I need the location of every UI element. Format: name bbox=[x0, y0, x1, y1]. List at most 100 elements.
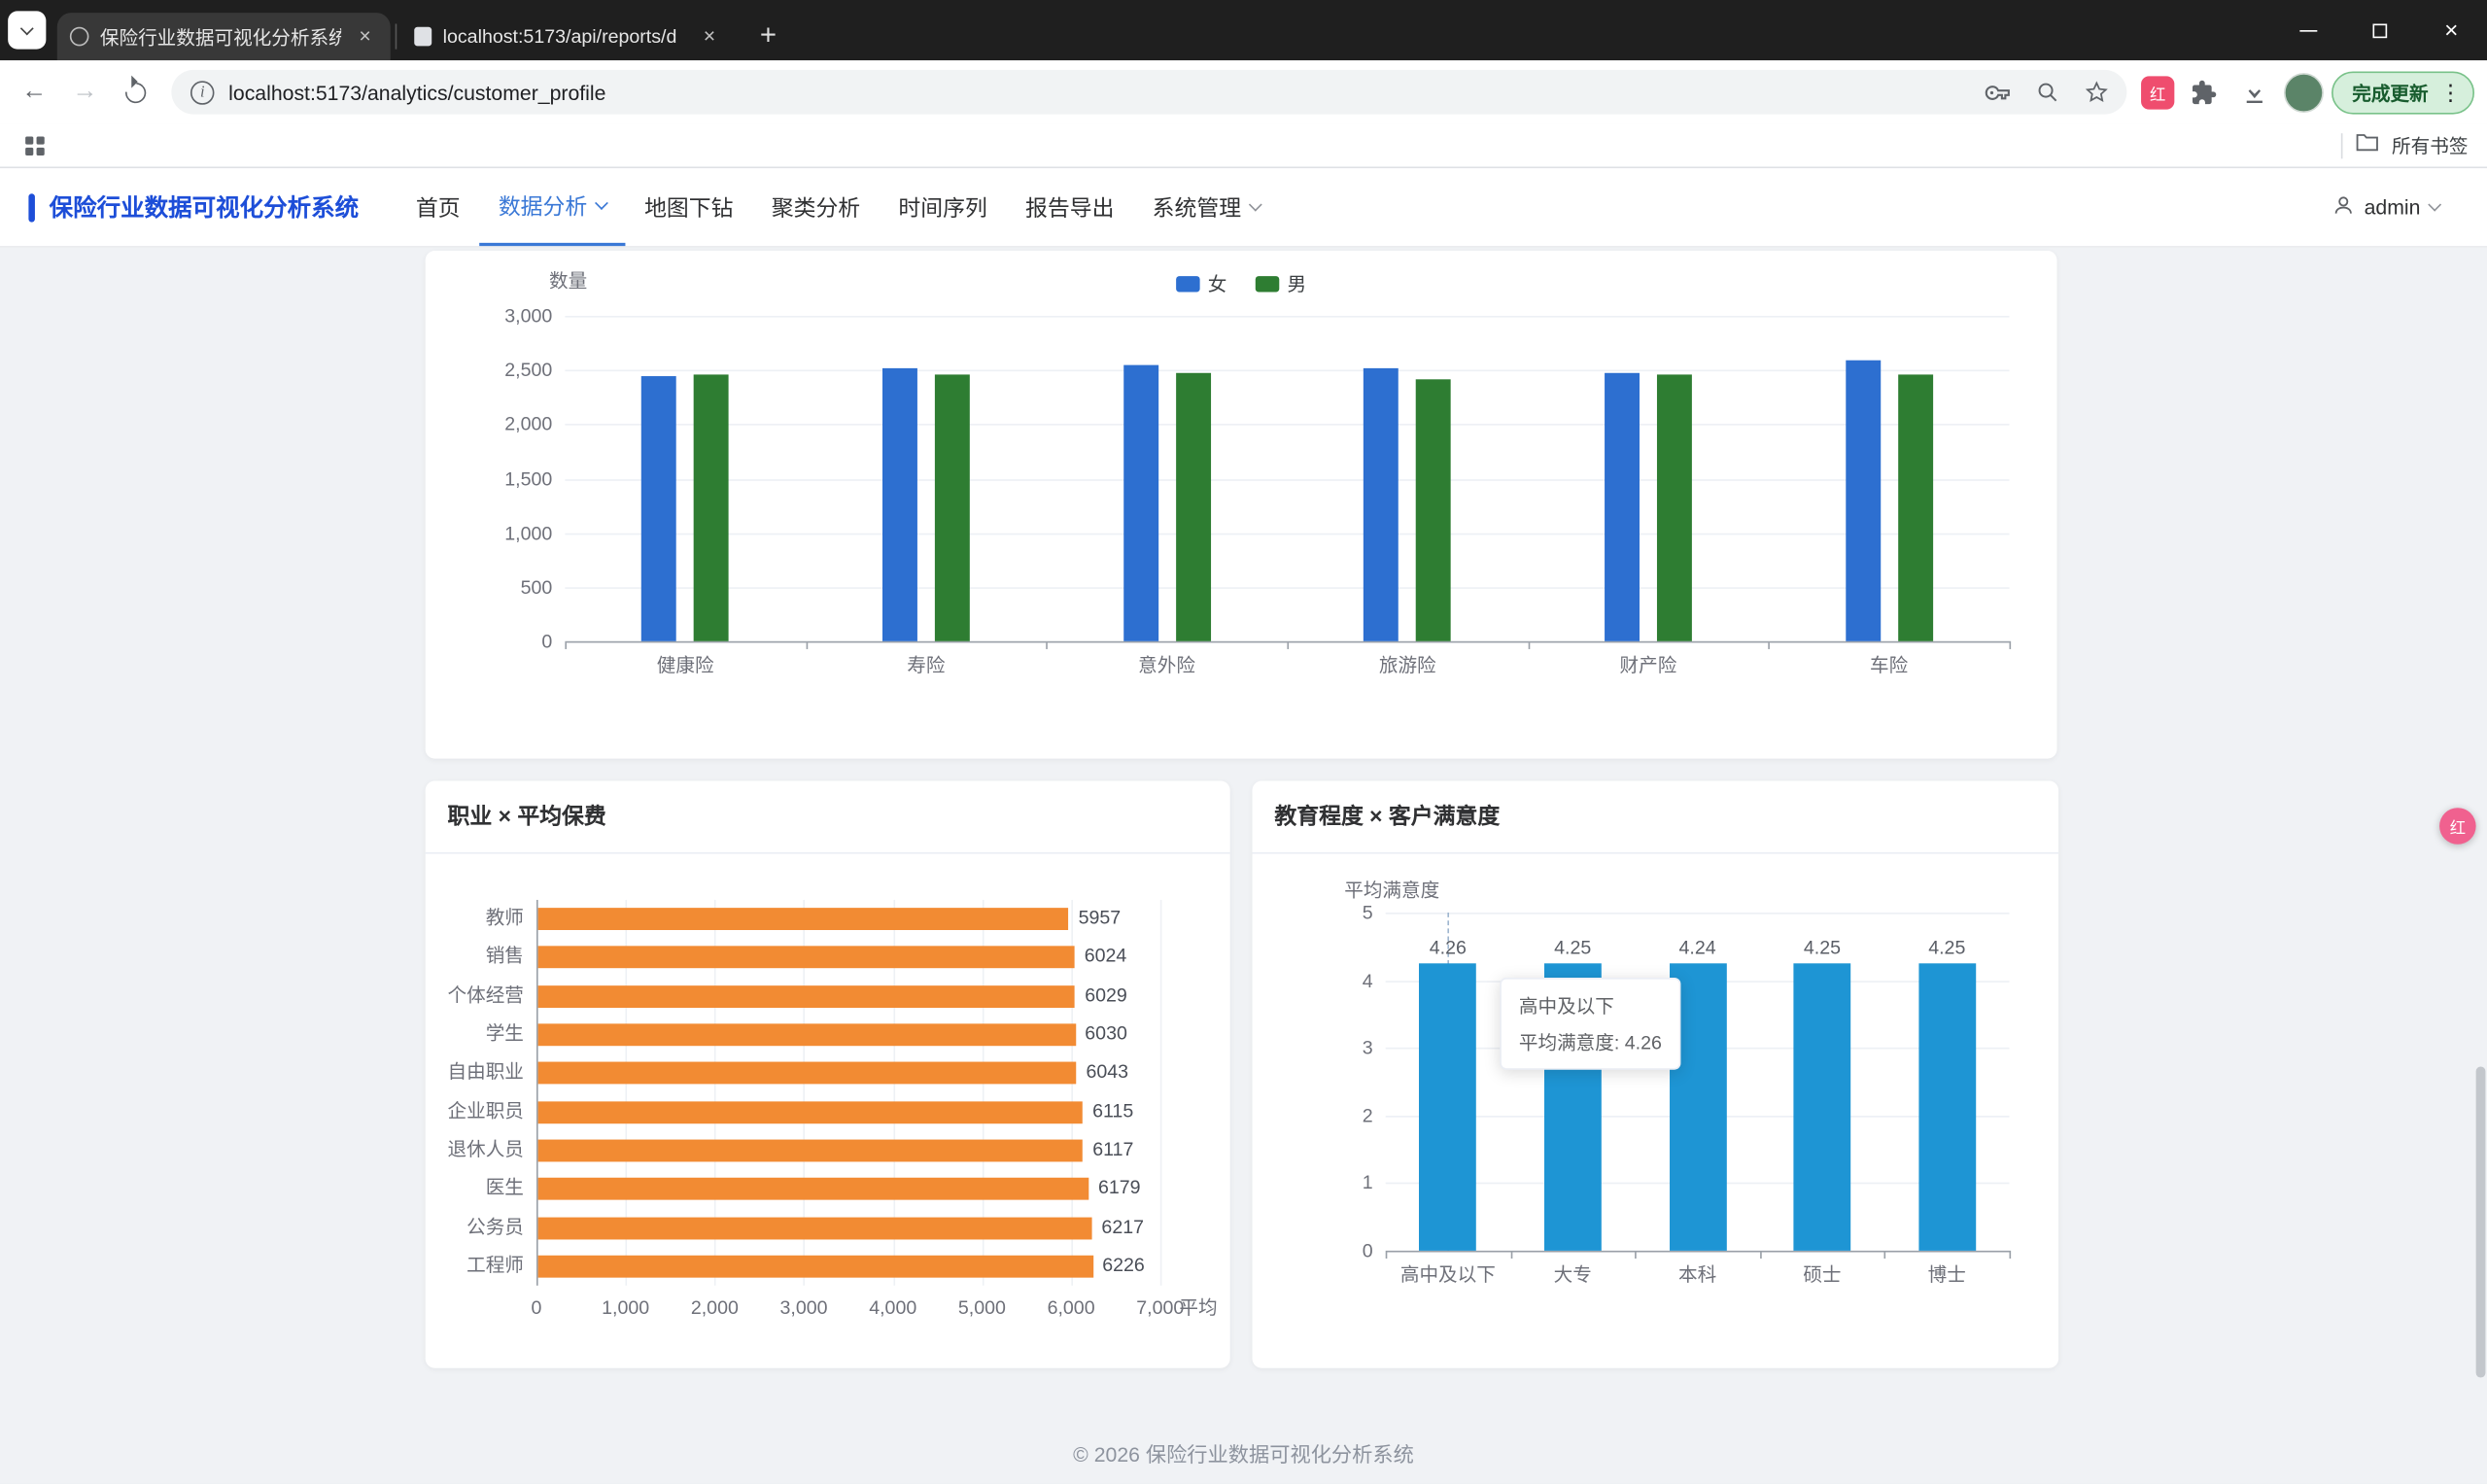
pink-extension-icon[interactable]: 红 bbox=[2141, 75, 2175, 109]
value-label: 6030 bbox=[1085, 1021, 1127, 1045]
page-scrollbar[interactable] bbox=[2475, 1066, 2486, 1378]
brand-bar bbox=[28, 192, 35, 222]
browser-menu-icon[interactable]: ⋮ bbox=[2439, 78, 2462, 104]
all-bookmarks-label[interactable]: 所有书签 bbox=[2392, 134, 2469, 157]
x-category-label: 博士 bbox=[1927, 1262, 1966, 1286]
bar-男[interactable] bbox=[934, 374, 970, 641]
divider bbox=[1252, 851, 2059, 854]
bar[interactable] bbox=[537, 1100, 1084, 1123]
floating-extension-button[interactable]: 红 bbox=[2439, 808, 2476, 845]
bar[interactable] bbox=[537, 1255, 1093, 1278]
nav-item-map-drilldown[interactable]: 地图下钻 bbox=[625, 168, 752, 246]
back-button[interactable]: ← bbox=[21, 78, 48, 105]
forward-button[interactable]: → bbox=[72, 78, 98, 105]
bar-女[interactable] bbox=[1123, 365, 1158, 641]
nav-item-system-management[interactable]: 系统管理 bbox=[1133, 168, 1279, 246]
close-button[interactable]: × bbox=[2444, 17, 2459, 44]
y-category-label: 个体经营 bbox=[447, 984, 524, 1006]
nav-item-data-analysis[interactable]: 数据分析 bbox=[479, 168, 626, 247]
legend-item[interactable]: 男 bbox=[1255, 270, 1307, 297]
education-satisfaction-bar-chart[interactable]: 平均满意度 0 1 2 3 4 5 高中及以下 4.26 大专 4.25 本科 4.24 硕士 4.25 博士… bbox=[1253, 780, 2059, 1367]
bar-女[interactable] bbox=[1364, 368, 1399, 641]
app-brand: 保险行业数据可视化分析系统 bbox=[28, 190, 359, 224]
maximize-icon bbox=[2372, 22, 2388, 38]
bar-男[interactable] bbox=[1897, 374, 1933, 641]
tab-search-button[interactable] bbox=[8, 11, 47, 50]
bar[interactable] bbox=[537, 1178, 1089, 1201]
bookmark-star-icon[interactable] bbox=[2079, 75, 2114, 110]
site-info-icon[interactable]: i bbox=[190, 80, 215, 104]
bar-女[interactable] bbox=[641, 375, 677, 641]
browser-tab-2[interactable]: localhost:5173/api/reports/d × bbox=[401, 13, 735, 60]
chrome-update-chip[interactable]: 完成更新 ⋮ bbox=[2331, 70, 2475, 114]
y-tick-label: 3,000 bbox=[504, 304, 553, 328]
value-label: 6115 bbox=[1092, 1099, 1134, 1122]
nav-label: 报告导出 bbox=[1025, 194, 1115, 221]
y-category-label: 学生 bbox=[485, 1021, 524, 1045]
apps-grid-icon[interactable] bbox=[25, 135, 45, 155]
bar[interactable] bbox=[1419, 962, 1477, 1251]
occupation-premium-bar-chart[interactable]: 0 1,000 2,000 3,000 4,000 5,000 6,000 7,000 平均 教师… bbox=[426, 780, 1230, 1367]
y-category-label: 退休人员 bbox=[447, 1137, 524, 1160]
nav-label: 地图下钻 bbox=[644, 194, 734, 221]
nav-item-report-export[interactable]: 报告导出 bbox=[1006, 168, 1133, 246]
bar[interactable] bbox=[537, 1062, 1077, 1085]
nav-item-time-series[interactable]: 时间序列 bbox=[880, 168, 1007, 246]
password-key-icon[interactable] bbox=[1981, 75, 2016, 110]
gender-insurance-bar-chart[interactable]: 数量女男 0 500 1,000 1,500 2,000 2,500 3,000 健康险 寿险 意外… bbox=[426, 251, 2057, 759]
bar-男[interactable] bbox=[1656, 374, 1692, 641]
chevron-down-icon bbox=[1248, 196, 1262, 211]
legend-item[interactable]: 女 bbox=[1176, 270, 1226, 297]
axis-tick bbox=[1884, 1252, 1886, 1260]
value-label: 6029 bbox=[1085, 984, 1127, 1006]
bar-男[interactable] bbox=[1175, 372, 1211, 641]
bar-女[interactable] bbox=[882, 367, 917, 641]
bar[interactable] bbox=[537, 1023, 1076, 1047]
legend-label: 男 bbox=[1287, 272, 1307, 295]
url-text: localhost:5173/analytics/customer_profil… bbox=[228, 80, 606, 104]
bar[interactable] bbox=[537, 947, 1075, 969]
x-tick-label: 3,000 bbox=[779, 1296, 828, 1320]
x-category-label: 旅游险 bbox=[1378, 653, 1436, 676]
user-menu[interactable]: admin bbox=[2331, 192, 2442, 221]
bar[interactable] bbox=[537, 984, 1076, 1008]
new-tab-button[interactable]: + bbox=[759, 18, 777, 52]
tab-close-icon[interactable]: × bbox=[359, 23, 371, 48]
bar[interactable] bbox=[537, 1139, 1084, 1162]
gridline bbox=[804, 899, 806, 1286]
minimize-icon bbox=[2299, 29, 2318, 31]
window-controls: × bbox=[2273, 0, 2487, 60]
tab-title: localhost:5173/api/reports/d bbox=[442, 25, 677, 48]
bar-男[interactable] bbox=[1416, 378, 1452, 641]
y-category-label: 工程师 bbox=[466, 1253, 524, 1276]
reload-button[interactable] bbox=[115, 71, 157, 114]
nav-label: 数据分析 bbox=[498, 192, 588, 219]
nav-label: 系统管理 bbox=[1152, 194, 1242, 221]
reload-icon bbox=[121, 77, 151, 107]
nav-item-home[interactable]: 首页 bbox=[397, 168, 479, 246]
bar[interactable] bbox=[1793, 963, 1851, 1251]
extensions-puzzle-icon[interactable] bbox=[2182, 71, 2225, 114]
nav-item-cluster-analysis[interactable]: 聚类分析 bbox=[752, 168, 880, 246]
y-tick-label: 1 bbox=[1362, 1171, 1373, 1194]
profile-avatar[interactable] bbox=[2284, 72, 2324, 113]
maximize-button[interactable] bbox=[2344, 0, 2415, 60]
tab-close-icon[interactable]: × bbox=[703, 23, 716, 48]
minimize-button[interactable] bbox=[2273, 0, 2344, 60]
bar[interactable] bbox=[537, 1216, 1092, 1239]
axis-tick bbox=[2009, 1252, 2012, 1260]
gridline bbox=[1071, 899, 1073, 1286]
bar[interactable] bbox=[537, 908, 1069, 931]
x-tick-label: 5,000 bbox=[957, 1296, 1006, 1320]
zoom-icon[interactable] bbox=[2030, 75, 2065, 110]
y-axis-line bbox=[535, 899, 538, 1286]
bar-女[interactable] bbox=[1845, 360, 1881, 641]
downloads-icon[interactable] bbox=[2233, 71, 2276, 114]
x-category-label: 意外险 bbox=[1138, 653, 1195, 676]
bar-男[interactable] bbox=[694, 374, 730, 641]
update-chip-label: 完成更新 bbox=[2352, 82, 2429, 104]
bar-女[interactable] bbox=[1605, 372, 1640, 641]
bar[interactable] bbox=[1917, 963, 1976, 1251]
browser-tab-active[interactable]: 保险行业数据可视化分析系统 × bbox=[56, 13, 391, 61]
address-bar[interactable]: i localhost:5173/analytics/customer_prof… bbox=[171, 69, 2127, 115]
